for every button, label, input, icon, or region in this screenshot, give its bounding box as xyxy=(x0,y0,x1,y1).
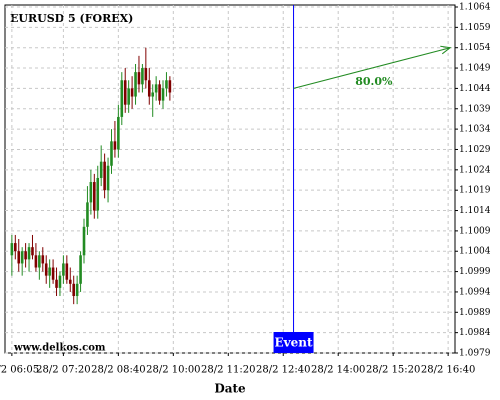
y-tick-label: 1.0999 xyxy=(459,267,491,277)
candle-body xyxy=(93,182,96,211)
x-tick-label: 28/2 07:20 xyxy=(36,365,90,376)
y-tick-label: 1.1034 xyxy=(459,125,491,135)
candle-body xyxy=(10,243,14,256)
candle-body xyxy=(96,177,100,211)
y-tick-label: 1.1009 xyxy=(459,226,491,236)
y-tick-label: 1.1029 xyxy=(459,145,491,155)
candle-body xyxy=(151,92,155,97)
chart-title: EURUSD 5 (FOREX) xyxy=(10,12,133,25)
candle-body xyxy=(120,80,124,117)
y-tick-label: 1.1054 xyxy=(459,43,491,53)
x-tick-label: 28/2 10:00 xyxy=(146,365,200,376)
candle-body xyxy=(68,279,72,284)
y-tick-label: 1.1019 xyxy=(459,186,491,196)
y-tick-label: 1.1014 xyxy=(459,206,491,216)
y-tick-label: 1.1039 xyxy=(459,104,491,114)
y-tick-label: 1.1044 xyxy=(459,84,491,94)
candle-body xyxy=(168,80,172,93)
candle-body xyxy=(34,255,38,268)
candle-body xyxy=(117,116,120,150)
candle-body xyxy=(44,263,48,276)
candle-body xyxy=(89,182,93,203)
candle-body xyxy=(14,243,17,252)
event-box xyxy=(273,332,314,353)
candle-body xyxy=(106,165,110,191)
candle-body xyxy=(75,283,79,297)
candle-body xyxy=(141,68,144,85)
candle-body xyxy=(41,255,45,264)
candle-body xyxy=(65,263,69,280)
candle-body xyxy=(20,251,24,264)
candle-body xyxy=(17,251,21,264)
x-axis-label: Date xyxy=(214,382,246,396)
candle-body xyxy=(82,226,86,256)
candle-body xyxy=(161,88,165,101)
candle-body xyxy=(24,251,27,260)
candle-body xyxy=(72,283,76,297)
candle-body xyxy=(55,279,58,288)
candle-body xyxy=(86,202,89,227)
x-tick-label: 28/2 12:40 xyxy=(256,365,310,376)
forecast-label: 80.0% xyxy=(355,75,393,88)
event-label: Event xyxy=(275,336,313,350)
y-tick-label: 1.0989 xyxy=(459,308,491,318)
candle-body xyxy=(79,255,82,284)
y-tick-label: 1.0984 xyxy=(459,328,491,338)
candle-body xyxy=(158,84,161,101)
y-tick-label: 1.0979 xyxy=(459,349,491,359)
x-tick-label: 28/2 16:40 xyxy=(421,365,475,376)
candle-body xyxy=(137,72,141,85)
candle-body xyxy=(48,267,51,276)
candle-body xyxy=(58,275,62,288)
x-tick-label: 28/2 14:00 xyxy=(311,365,365,376)
candle-body xyxy=(144,68,148,81)
candle-body xyxy=(51,267,55,280)
candle-body xyxy=(154,84,158,93)
candle-body xyxy=(38,255,41,268)
candle-body xyxy=(123,80,127,105)
y-tick-label: 1.1024 xyxy=(459,165,491,175)
candle-body xyxy=(165,80,168,89)
candle-body xyxy=(99,161,103,178)
y-tick-label: 1.1064 xyxy=(459,3,491,13)
candle-body xyxy=(31,247,34,256)
forecast-arrow xyxy=(293,47,451,89)
x-tick-label: 28/2 06:05 xyxy=(0,365,39,376)
candle-body xyxy=(103,161,106,191)
candle-body xyxy=(113,141,117,150)
arrow-head xyxy=(440,45,452,55)
x-tick-label: 28/2 15:20 xyxy=(366,365,420,376)
y-tick-label: 1.1059 xyxy=(459,23,491,33)
watermark: www.delkos.com xyxy=(13,343,106,354)
candle-body xyxy=(127,88,130,105)
y-tick-label: 1.0994 xyxy=(459,287,491,297)
x-tick-label: 28/2 11:20 xyxy=(201,365,255,376)
x-tick-label: 28/2 08:40 xyxy=(91,365,145,376)
y-tick-label: 1.1004 xyxy=(459,247,491,257)
candle-body xyxy=(130,88,134,97)
y-tick-label: 1.1049 xyxy=(459,64,491,74)
candle-body xyxy=(147,80,151,97)
plot-frame xyxy=(4,4,456,354)
candle-body xyxy=(62,263,65,276)
candle-body xyxy=(27,247,31,260)
candle-body xyxy=(110,141,113,166)
candle-body xyxy=(134,72,137,97)
